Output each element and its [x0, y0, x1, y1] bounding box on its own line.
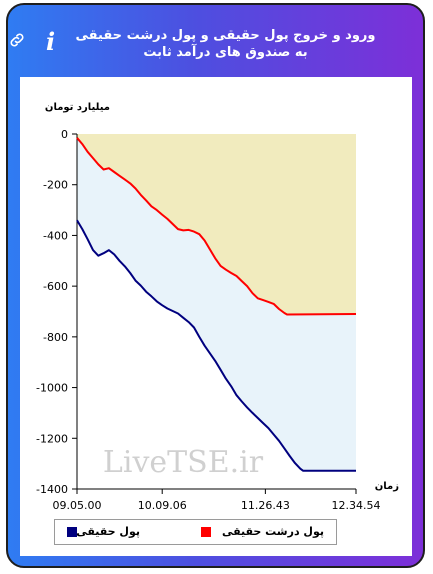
- area-between-series: [77, 137, 356, 471]
- info-icon[interactable]: i: [46, 27, 56, 56]
- x-tick-label: 10.09.06: [138, 499, 187, 512]
- legend-label-real-money: پول حقیقی: [76, 525, 140, 538]
- y-tick-label: 0: [61, 128, 68, 141]
- x-axis-label: زمان: [375, 481, 399, 492]
- x-tick-label: 09.05.00: [53, 499, 102, 512]
- link-icon[interactable]: [8, 31, 26, 49]
- card-header: ورود و خروج پول حقیقی و پول درشت حقیقی ب…: [8, 5, 423, 71]
- x-tick-label: 12.34.54: [332, 499, 381, 512]
- chart-title: ورود و خروج پول حقیقی و پول درشت حقیقی ب…: [75, 28, 376, 60]
- y-tick-label: -600: [43, 280, 68, 293]
- y-tick-label: -400: [43, 229, 68, 242]
- y-tick-label: -1400: [36, 483, 68, 496]
- legend-label-big-real-money: پول درشت حقیقی: [221, 525, 324, 538]
- y-tick-label: -1000: [36, 382, 68, 395]
- legend: پول حقیقی پول درشت حقیقی: [54, 519, 337, 545]
- series-line-real-money: [76, 219, 356, 472]
- watermark: LiveTSE.ir: [103, 445, 264, 480]
- legend-swatch-real-money: [67, 527, 77, 537]
- series-line-big-real-money: [76, 137, 357, 316]
- area-above-big-money: [77, 134, 356, 315]
- x-tick-label: 11.26.43: [241, 499, 290, 512]
- y-tick-label: -800: [43, 331, 68, 344]
- legend-swatch-big-real-money: [201, 527, 211, 537]
- y-tick-label: -1200: [36, 432, 68, 445]
- y-tick-label: -200: [43, 179, 68, 192]
- y-axis-label: میلیارد تومان: [45, 102, 110, 113]
